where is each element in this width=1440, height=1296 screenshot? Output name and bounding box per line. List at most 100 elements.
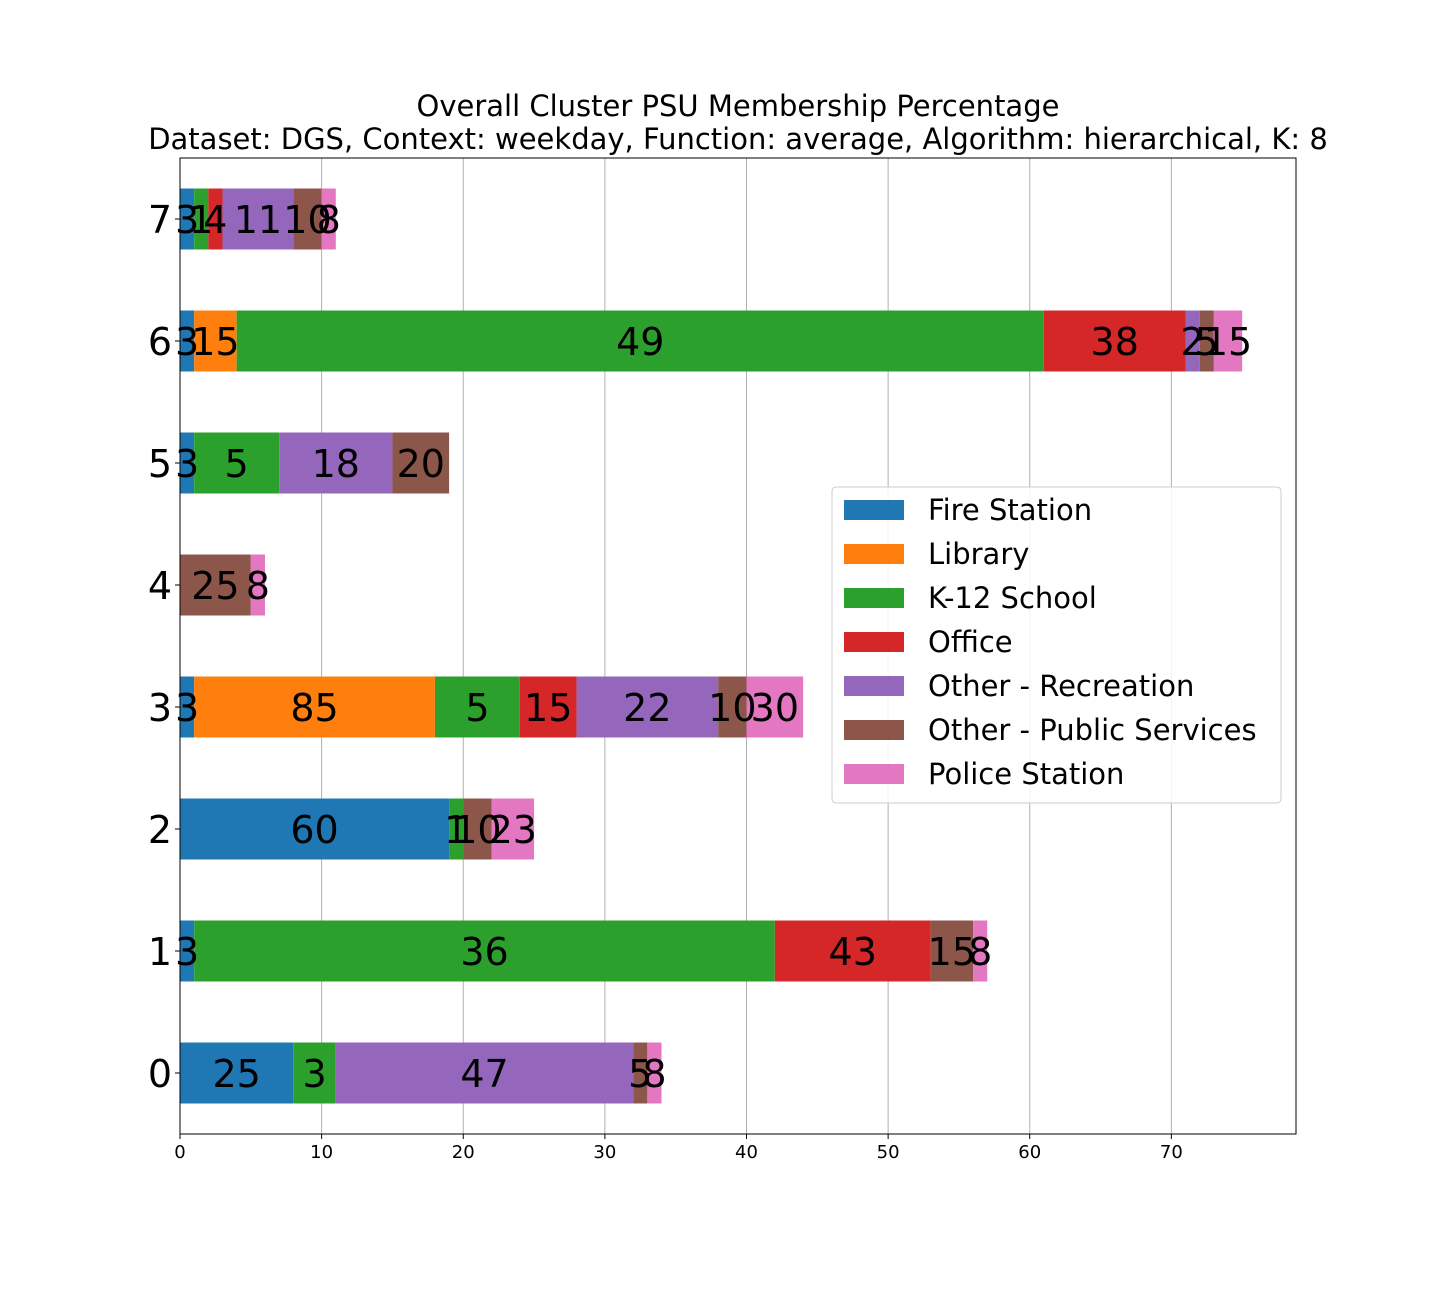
segment-value-label: 47 <box>460 1052 508 1096</box>
legend-entry: Police Station <box>928 757 1124 791</box>
bar-segment-1-0 <box>180 920 195 982</box>
chart-title: Overall Cluster PSU Membership Percentag… <box>417 89 1060 123</box>
bar-segment-5-2 <box>194 432 280 494</box>
legend-swatch <box>844 720 904 740</box>
bar-segment-7-6 <box>321 188 336 250</box>
legend-entry: K-12 School <box>928 581 1097 615</box>
bar-segment-5-5 <box>392 432 450 494</box>
y-tick-label: 7 <box>148 198 172 242</box>
y-tick-label: 5 <box>148 442 172 486</box>
bar-segment-2-6 <box>491 798 535 860</box>
segment-value-label: 10 <box>283 198 331 242</box>
legend-entry: Library <box>928 537 1029 571</box>
segment-value-label: 25 <box>212 1052 260 1096</box>
segment-value-label: 1 <box>189 198 213 242</box>
segment-value-label: 8 <box>642 1052 666 1096</box>
bar-segment-6-3 <box>1043 310 1186 372</box>
segment-value-label: 10 <box>708 686 756 730</box>
legend-swatch <box>844 588 904 608</box>
segment-value-label: 11 <box>234 198 282 242</box>
y-tick-label: 6 <box>148 320 172 364</box>
segment-value-label: 3 <box>175 198 199 242</box>
bar-segment-0-6 <box>647 1042 662 1104</box>
bar-segment-3-5 <box>718 676 747 738</box>
x-axis-ticks: 0 10 20 30 40 50 60 70 <box>174 1134 1183 1163</box>
segment-value-label: 30 <box>751 686 799 730</box>
legend-entry: Office <box>928 625 1013 659</box>
segment-value-label: 23 <box>489 808 537 852</box>
segment-value-label: 38 <box>1091 320 1139 364</box>
bar-segment-0-0 <box>180 1042 294 1104</box>
segment-value-label: 8 <box>968 930 992 974</box>
segment-value-label: 60 <box>290 808 338 852</box>
y-tick-label: 4 <box>148 564 172 608</box>
x-tick-label: 40 <box>735 1142 758 1163</box>
segment-value-label: 43 <box>829 930 877 974</box>
legend-swatch <box>844 544 904 564</box>
segment-value-label: 3 <box>175 930 199 974</box>
bar-segment-5-4 <box>279 432 393 494</box>
x-tick-label: 10 <box>310 1142 333 1163</box>
bar-segment-7-4 <box>222 188 294 250</box>
legend-entry: Fire Station <box>928 493 1092 527</box>
segment-value-label: 10 <box>453 808 501 852</box>
bar-segment-4-6 <box>250 554 265 616</box>
segment-value-label: 5 <box>1195 320 1219 364</box>
bar-segment-5-0 <box>180 432 195 494</box>
bar-segment-6-0 <box>180 310 195 372</box>
x-tick-label: 20 <box>452 1142 475 1163</box>
bar-segment-6-2 <box>236 310 1044 372</box>
segment-value-label: 85 <box>290 686 338 730</box>
segment-value-label: 22 <box>623 686 671 730</box>
bar-segment-6-5 <box>1199 310 1214 372</box>
bars <box>180 188 1243 1104</box>
bar-segment-1-2 <box>194 920 775 982</box>
legend-swatch <box>844 632 904 652</box>
plot-frame <box>179 157 1297 1135</box>
segment-value-label: 15 <box>928 930 976 974</box>
bar-segment-7-3 <box>208 188 223 250</box>
bar-segment-7-2 <box>194 188 209 250</box>
x-tick-label: 50 <box>877 1142 900 1163</box>
bar-segment-4-5 <box>180 554 251 616</box>
legend-swatch <box>844 676 904 696</box>
bar-segment-6-1 <box>194 310 237 372</box>
chart-subtitle: Dataset: DGS, Context: weekday, Function… <box>148 122 1328 156</box>
bar-segment-2-5 <box>463 798 492 860</box>
y-tick-label: 1 <box>148 930 172 974</box>
bar-segment-6-6 <box>1213 310 1243 372</box>
segment-value-label: 36 <box>460 930 508 974</box>
legend-swatch <box>844 764 904 784</box>
x-tick-label: 60 <box>1018 1142 1041 1163</box>
legend-box <box>831 486 1282 804</box>
segment-value-label: 4 <box>203 198 227 242</box>
segment-value-label: 8 <box>317 198 341 242</box>
bar-segment-0-5 <box>633 1042 648 1104</box>
bar-segment-1-6 <box>973 920 988 982</box>
bar-segment-0-4 <box>335 1042 634 1104</box>
bar-segment-3-4 <box>576 676 719 738</box>
segment-value-label: 5 <box>628 1052 652 1096</box>
bar-segment-6-4 <box>1185 310 1200 372</box>
bar-segment-2-2 <box>449 798 464 860</box>
segment-value-label: 20 <box>397 442 445 486</box>
bar-segment-7-0 <box>180 188 195 250</box>
x-tick-label: 30 <box>593 1142 616 1163</box>
x-tick-label: 70 <box>1160 1142 1183 1163</box>
segment-value-label: 5 <box>465 686 489 730</box>
legend: Fire Station Library K-12 School Office Othe… <box>831 486 1282 804</box>
bar-segment-1-3 <box>774 920 931 982</box>
segment-value-label: 2 <box>1181 320 1205 364</box>
y-tick-label: 0 <box>148 1052 172 1096</box>
segment-value-label: 15 <box>191 320 239 364</box>
segment-value-label: 3 <box>175 320 199 364</box>
segment-value-label: 3 <box>175 442 199 486</box>
segment-value-label: 5 <box>225 442 249 486</box>
bar-segment-3-2 <box>434 676 520 738</box>
x-tick-label: 0 <box>174 1142 185 1163</box>
bar-segment-3-0 <box>180 676 195 738</box>
segment-value-label: 15 <box>1204 320 1252 364</box>
segment-value-label: 3 <box>175 686 199 730</box>
legend-entry: Other - Public Services <box>928 713 1257 747</box>
